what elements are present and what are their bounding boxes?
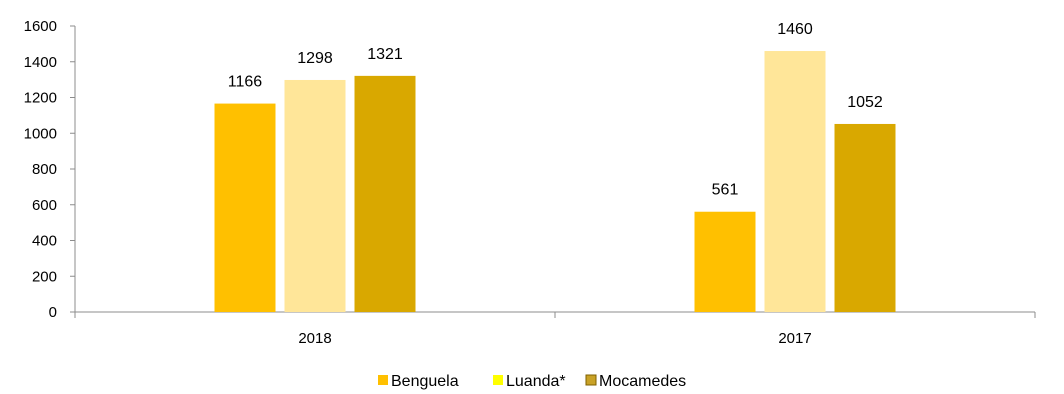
data-label: 1298 <box>297 50 333 67</box>
y-tick-label: 1200 <box>24 90 57 107</box>
bars <box>214 51 896 313</box>
bar-luanda-2017 <box>764 51 826 313</box>
legend-label: Mocamedes <box>599 373 686 390</box>
bar-luanda-2018 <box>284 79 346 312</box>
y-tick-label: 200 <box>32 268 57 285</box>
legend-swatch <box>378 375 388 385</box>
x-category-label: 2018 <box>298 330 331 347</box>
data-label: 1321 <box>367 46 403 63</box>
bar-mocamedes-2017 <box>834 123 896 312</box>
data-label: 561 <box>712 182 739 199</box>
x-category-label: 2017 <box>778 330 811 347</box>
bar-benguela-2018 <box>214 103 276 312</box>
y-tick-label: 1000 <box>24 125 57 142</box>
data-label: 1166 <box>228 74 263 91</box>
legend-label: Luanda* <box>506 373 566 390</box>
y-tick-label: 1600 <box>24 18 57 35</box>
y-tick-label: 600 <box>32 197 57 214</box>
y-tick-label: 1400 <box>24 54 57 71</box>
y-axis: 0 200 400 600 800 1000 1200 1400 1600 <box>24 18 76 321</box>
legend: Benguela Luanda* Mocamedes <box>378 373 686 390</box>
data-label: 1460 <box>777 21 813 38</box>
legend-swatch <box>585 374 597 386</box>
data-labels: 1166 1298 1321 561 1460 1052 <box>228 21 883 199</box>
legend-label: Benguela <box>391 373 459 390</box>
y-tick-label: 400 <box>32 233 57 250</box>
bar-benguela-2017 <box>694 211 756 312</box>
data-label: 1052 <box>847 94 883 111</box>
x-axis: 2018 2017 <box>74 311 1036 347</box>
y-tick-label: 800 <box>32 161 57 178</box>
bar-mocamedes-2018 <box>354 75 416 312</box>
legend-swatch <box>493 375 503 385</box>
y-tick-label: 0 <box>49 304 57 321</box>
